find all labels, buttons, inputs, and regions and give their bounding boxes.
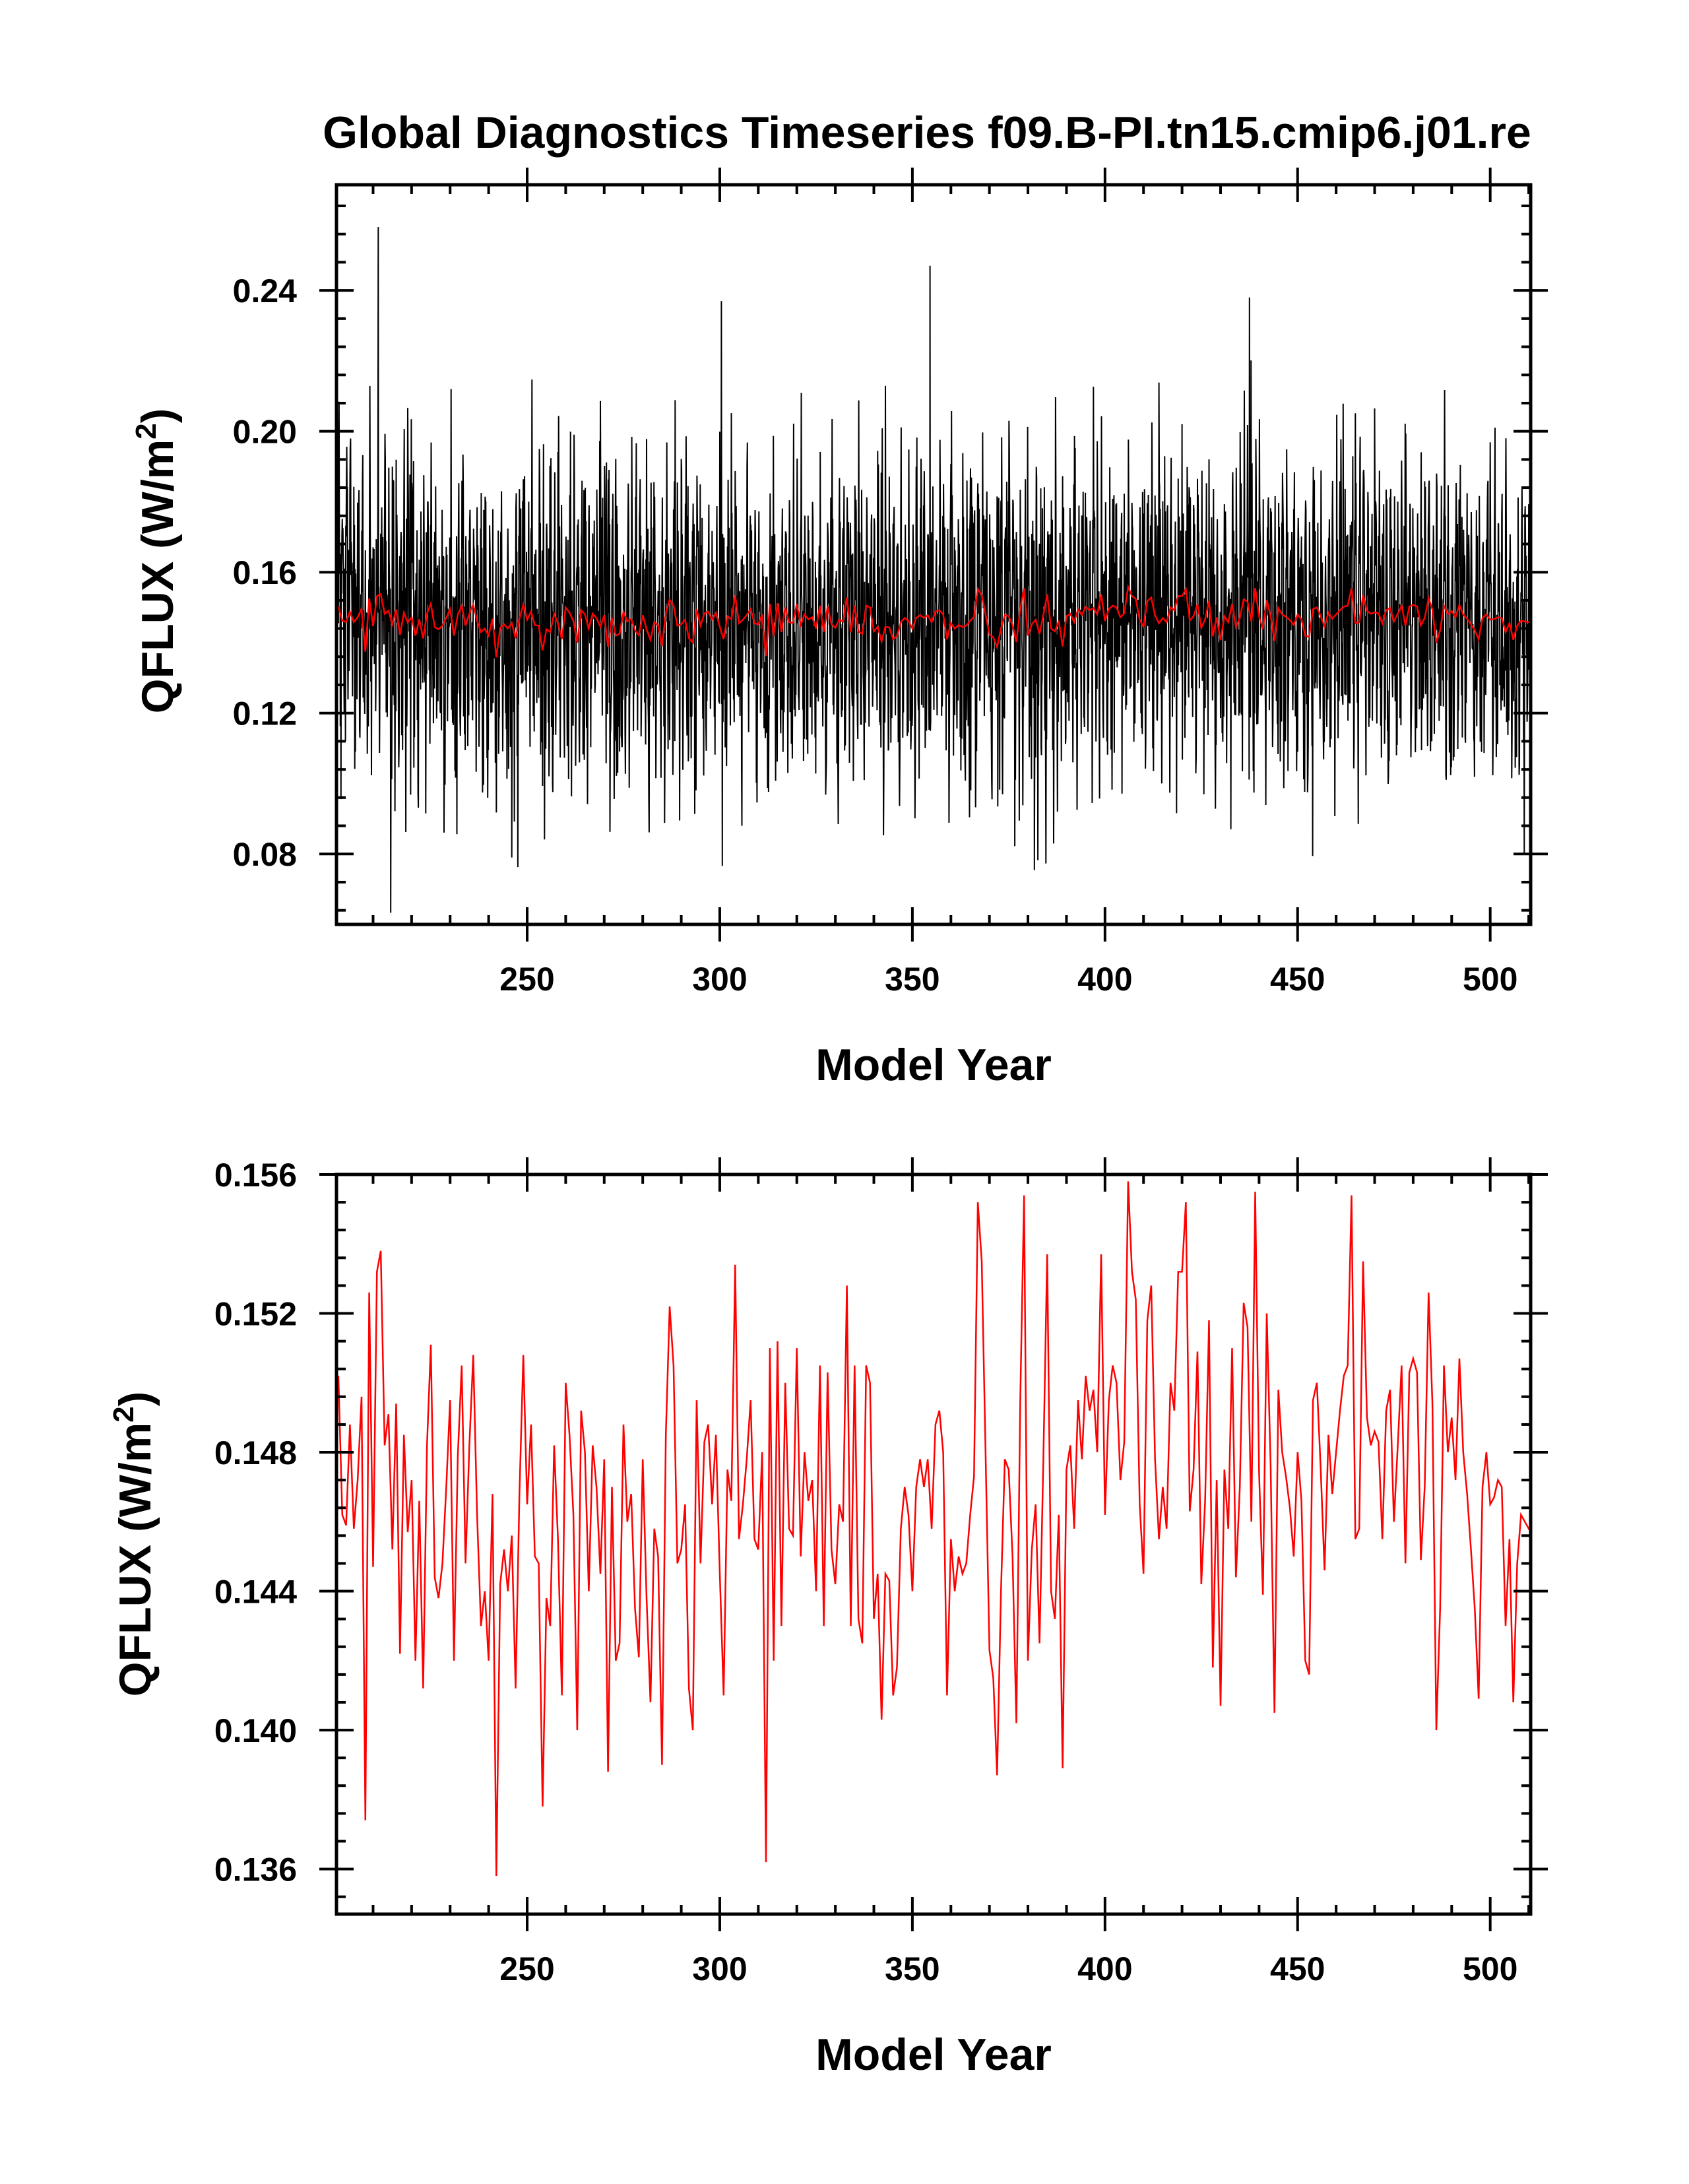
bottom-x-axis-label: Model Year xyxy=(815,2030,1052,2080)
bottom-x-tick-labels: 250 300 350 400 450 500 xyxy=(499,1950,1517,1987)
x-tick-label: 500 xyxy=(1463,961,1517,998)
top-y-axis-label: QFLUX (W/m2) xyxy=(130,408,183,714)
x-tick-label: 500 xyxy=(1463,1950,1517,1987)
x-tick-label: 350 xyxy=(885,1950,940,1987)
x-tick-label: 250 xyxy=(499,1950,554,1987)
y-tick-label: 0.148 xyxy=(214,1434,297,1471)
bottom-panel: 0.136 0.140 0.144 0.148 0.152 0.156 250 300 350… xyxy=(108,1157,1548,2080)
top-y-tick-labels: 0.08 0.12 0.16 0.20 0.24 xyxy=(233,273,298,873)
x-tick-label: 350 xyxy=(885,961,940,998)
x-tick-label: 400 xyxy=(1077,961,1132,998)
top-x-axis-label: Model Year xyxy=(815,1040,1052,1090)
x-tick-label: 250 xyxy=(499,961,554,998)
y-tick-label: 0.20 xyxy=(233,414,297,451)
y-tick-label: 0.136 xyxy=(214,1851,297,1888)
top-panel: 0.080.120.160.200.24 250 300 350 400 450 500 … xyxy=(130,168,1548,1090)
top-monthly-series xyxy=(337,227,1531,913)
y-tick-label: 0.08 xyxy=(233,836,297,873)
y-tick-label: 0.12 xyxy=(233,695,297,732)
top-ticks xyxy=(319,168,1548,942)
bottom-plot-frame xyxy=(335,1172,1533,1916)
top-annual-series xyxy=(337,583,1531,658)
top-x-tick-labels: 250 300 350 400 450 500 xyxy=(499,961,1517,998)
annual-line xyxy=(337,1181,1531,1877)
y-tick-label: 0.24 xyxy=(233,273,298,309)
x-tick-label: 300 xyxy=(692,961,747,998)
monthly-line xyxy=(337,227,1531,913)
bottom-annual-series xyxy=(337,1181,1531,1877)
x-tick-label: 400 xyxy=(1077,1950,1132,1987)
y-tick-label: 0.144 xyxy=(214,1574,297,1611)
chart-title: Global Diagnostics Timeseries f09.B-PI.t… xyxy=(323,108,1531,158)
bottom-y-tick-labels: 0.136 0.140 0.144 0.148 0.152 0.156 xyxy=(214,1157,297,1888)
y-tick-label: 0.16 xyxy=(233,554,297,591)
annual-line xyxy=(337,583,1531,658)
top-plot-frame xyxy=(335,183,1533,926)
y-tick-label: 0.156 xyxy=(214,1157,297,1194)
y-tick-label: 0.140 xyxy=(214,1712,297,1749)
x-tick-label: 300 xyxy=(692,1950,747,1987)
y-tick-label: 0.152 xyxy=(214,1296,297,1333)
x-tick-label: 450 xyxy=(1270,1950,1325,1987)
x-tick-label: 450 xyxy=(1270,961,1325,998)
bottom-y-axis-label: QFLUX (W/m2) xyxy=(108,1392,160,1697)
bottom-ticks xyxy=(319,1157,1548,1931)
